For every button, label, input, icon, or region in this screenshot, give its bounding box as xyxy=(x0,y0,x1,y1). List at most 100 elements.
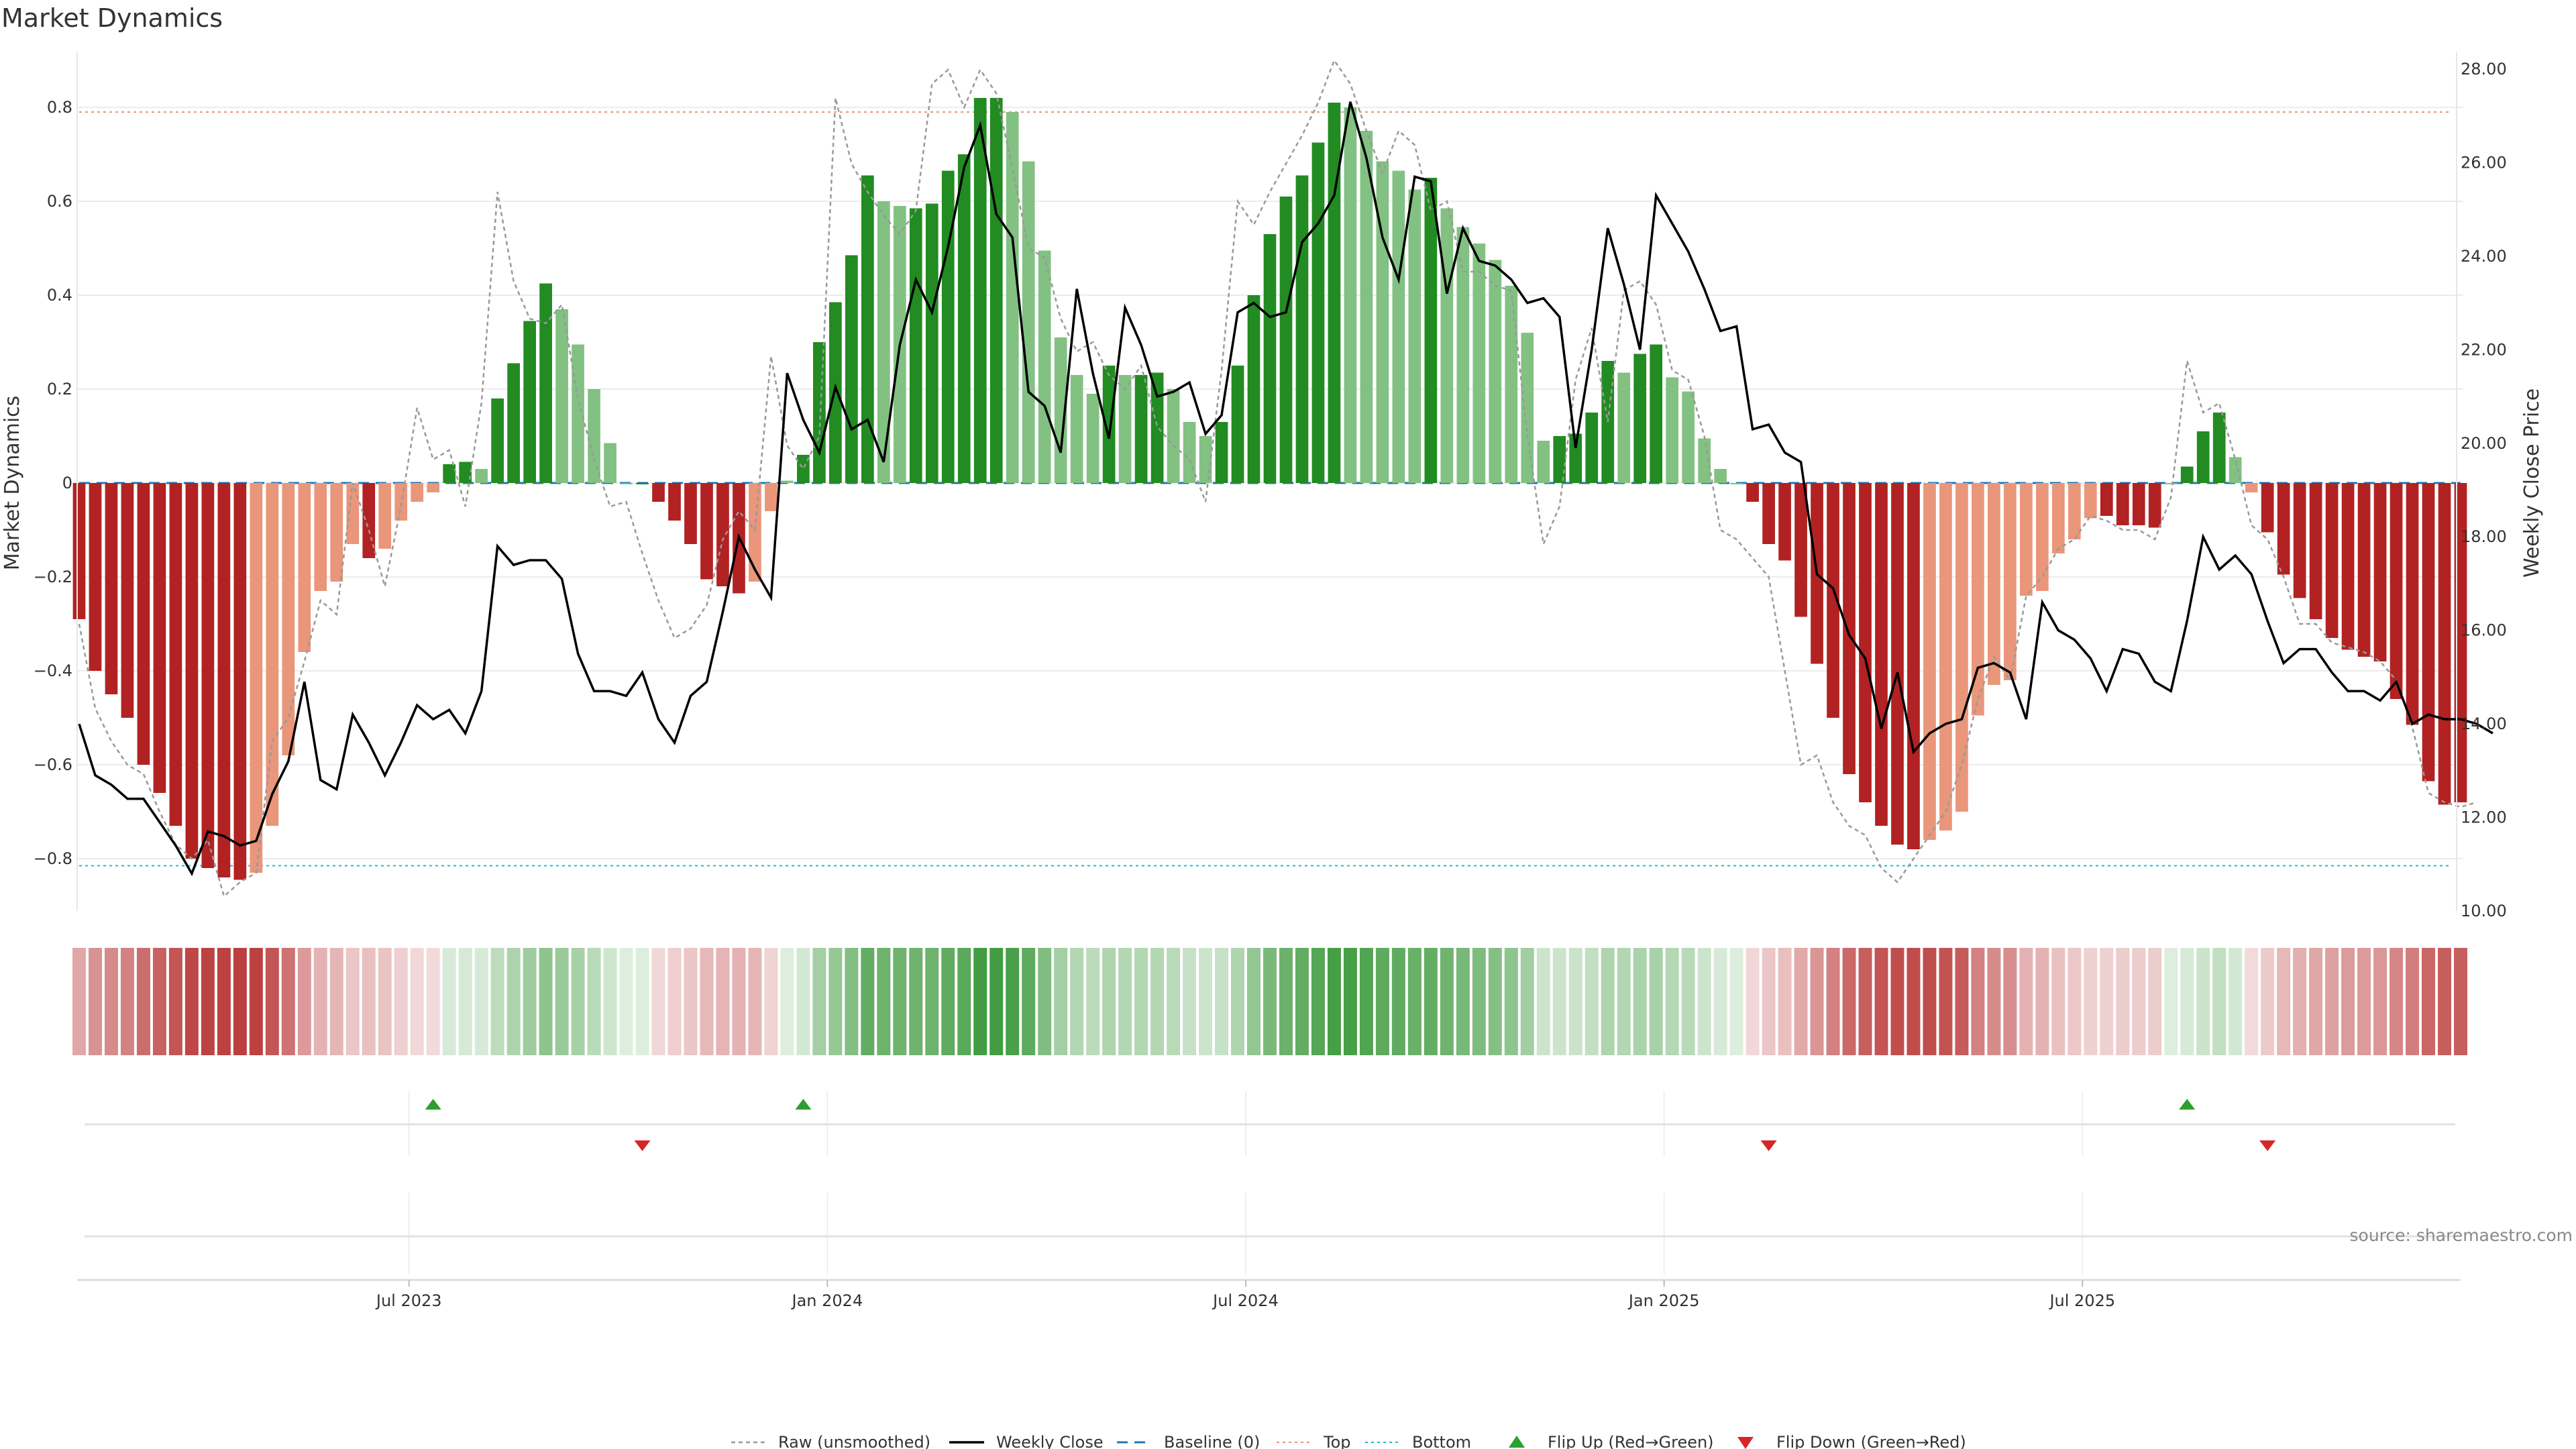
dynamics-bar xyxy=(394,483,408,521)
dynamics-bar xyxy=(1714,469,1727,483)
heat-strip-cell xyxy=(2003,948,2017,1055)
heat-strip-cell xyxy=(2438,948,2452,1055)
dynamics-bar xyxy=(829,302,842,483)
heat-strip-cell xyxy=(1729,948,1743,1055)
dynamics-bar xyxy=(1891,483,1904,845)
heat-strip-cell xyxy=(1665,948,1679,1055)
heat-strip-cell xyxy=(2245,948,2259,1055)
dynamics-bar xyxy=(620,483,633,484)
dynamics-bar xyxy=(2020,483,2033,596)
heat-strip-cell xyxy=(474,948,488,1055)
heat-strip-cell xyxy=(1810,948,1824,1055)
heat-strip-cell xyxy=(1022,948,1036,1055)
legend: Raw (unsmoothed) Weekly Close Baseline (0)… xyxy=(731,1433,1966,1449)
dynamics-bar xyxy=(121,483,134,718)
dynamics-bar xyxy=(2406,483,2419,725)
dynamics-bar xyxy=(105,483,118,694)
dynamics-bar xyxy=(1344,107,1357,483)
heat-strip-cell xyxy=(2196,948,2210,1055)
heat-strip-cell xyxy=(2325,948,2339,1055)
dynamics-bar xyxy=(1038,250,1051,483)
legend-label: Top xyxy=(1323,1433,1351,1449)
dynamics-bar xyxy=(1183,422,1196,483)
heat-strip-cell xyxy=(506,948,521,1055)
y2-tick-label: 18.00 xyxy=(2461,527,2507,546)
dynamics-bar xyxy=(2373,483,2387,661)
dynamics-bar xyxy=(507,363,520,483)
heat-strip-cell xyxy=(700,948,714,1055)
dynamics-bar xyxy=(233,483,247,880)
dynamics-bar xyxy=(266,483,279,826)
dynamics-bar xyxy=(1311,142,1325,483)
heat-strip-cell xyxy=(1327,948,1341,1055)
heat-strip-cell xyxy=(732,948,746,1055)
heat-strip-cell xyxy=(1150,948,1165,1055)
heat-strip-cell xyxy=(555,948,569,1055)
dynamics-bar xyxy=(1440,208,1454,483)
heat-strip-cell xyxy=(1086,948,1100,1055)
legend-label: Weekly Close xyxy=(996,1433,1104,1449)
heat-strip-cell xyxy=(2084,948,2098,1055)
heat-strip-cell xyxy=(684,948,698,1055)
dynamics-bar xyxy=(2004,483,2017,680)
dynamics-bar xyxy=(2212,413,2226,483)
y2-tick-label: 22.00 xyxy=(2461,340,2507,359)
heat-strip-cell xyxy=(2132,948,2146,1055)
dynamics-bar xyxy=(2277,483,2290,575)
dynamics-bar xyxy=(427,483,440,492)
dynamics-bar xyxy=(411,483,424,502)
dynamics-bar xyxy=(2341,483,2355,650)
dynamics-bar xyxy=(475,469,488,483)
heat-strip-cell xyxy=(1215,948,1229,1055)
heat-strip-cell xyxy=(329,948,343,1055)
dynamics-bar xyxy=(2116,483,2129,525)
dynamics-bar xyxy=(2132,483,2145,525)
dynamics-bar xyxy=(555,309,568,483)
dynamics-bar xyxy=(2422,483,2435,782)
heat-strip-cell xyxy=(184,948,199,1055)
heat-strip-cell xyxy=(539,948,553,1055)
dynamics-bar xyxy=(684,483,697,544)
flip-down-marker xyxy=(634,1140,651,1151)
heat-strip-cell xyxy=(1794,948,1808,1055)
dynamics-bar xyxy=(1328,103,1341,483)
heat-strip-cell xyxy=(2309,948,2323,1055)
heat-strip-cell xyxy=(233,948,247,1055)
legend-flip-down-swatch xyxy=(1737,1437,1754,1449)
heat-strip-cell xyxy=(603,948,617,1055)
x-axis: Jul 2023 Jan 2024 Jul 2024 Jan 2025 Jul 2025 xyxy=(77,1279,2461,1310)
heat-strip-cell xyxy=(1842,948,1856,1055)
heat-strip-cell xyxy=(2390,948,2404,1055)
heat-strip-cell xyxy=(345,948,360,1055)
heat-strip-cell xyxy=(2454,948,2467,1055)
heat-strip-cell xyxy=(1247,948,1261,1055)
heat-strip-cell xyxy=(458,948,472,1055)
x-tick-label: Jan 2024 xyxy=(791,1291,863,1310)
heat-strip-cell xyxy=(828,948,843,1055)
heat-strip-cell xyxy=(861,948,875,1055)
dynamics-bar xyxy=(443,464,456,483)
legend-label: Bottom xyxy=(1412,1433,1471,1449)
flip-up-marker xyxy=(795,1099,812,1110)
dynamics-bar xyxy=(909,208,922,483)
flip-up-marker xyxy=(425,1099,441,1110)
heat-strip xyxy=(72,948,2467,1055)
heat-strip-cell xyxy=(168,948,182,1055)
heat-strip-cell xyxy=(217,948,231,1055)
heat-strip-cell xyxy=(1955,948,1969,1055)
dynamics-bar xyxy=(1408,189,1421,483)
heat-strip-cell xyxy=(1167,948,1181,1055)
dynamics-bar xyxy=(1553,436,1566,483)
heat-strip-cell xyxy=(2164,948,2178,1055)
dynamics-bar xyxy=(1569,433,1582,483)
dynamics-bar xyxy=(845,255,858,483)
heat-strip-cell xyxy=(1874,948,1888,1055)
heat-strip-cell xyxy=(1359,948,1373,1055)
dynamics-bar xyxy=(1376,161,1389,483)
heat-strip-cell xyxy=(362,948,376,1055)
heat-strip-cell xyxy=(1939,948,1953,1055)
heat-strip-cell xyxy=(104,948,118,1055)
dynamics-bar xyxy=(378,483,392,549)
heat-strip-cell xyxy=(1038,948,1052,1055)
